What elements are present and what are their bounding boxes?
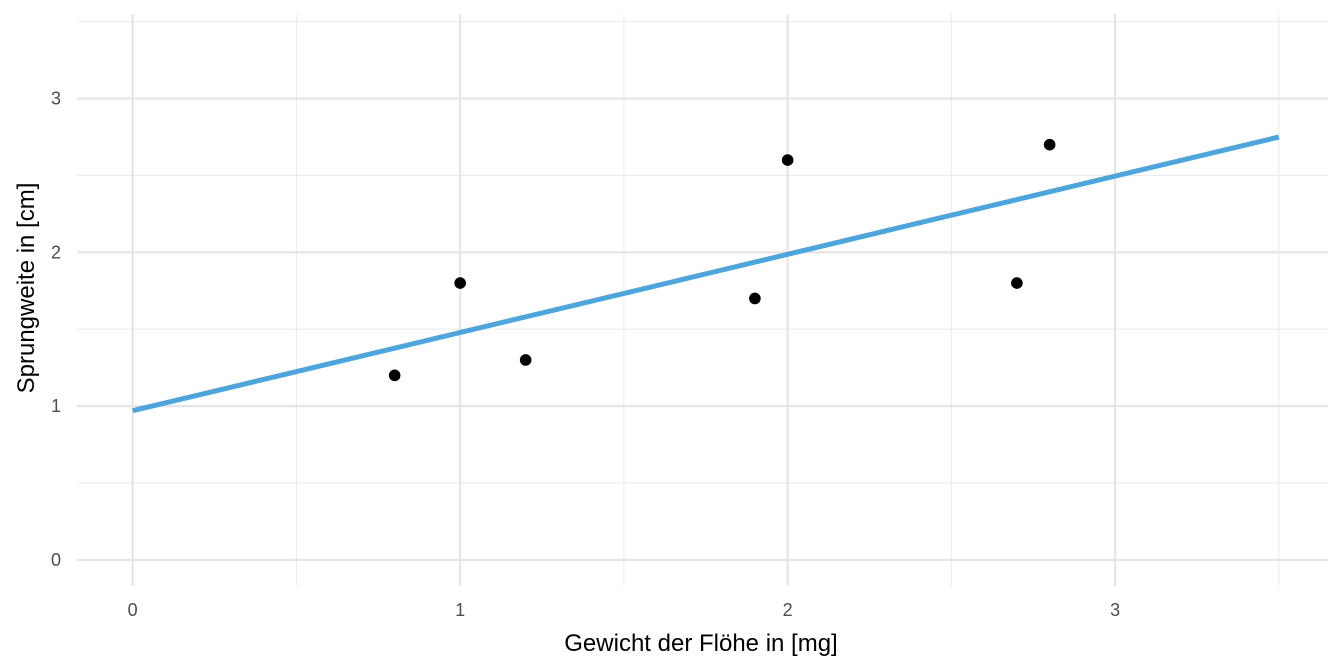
major-gridlines [77,14,1328,586]
x-axis-title: Gewicht der Flöhe in [mg] [564,630,837,657]
minor-gridlines [77,14,1328,586]
regression-line-layer [132,134,1280,414]
x-axis-tick-labels: 0 1 2 3 [128,600,1120,620]
y-axis-tick-labels: 0 1 2 3 [51,89,61,570]
data-point [1043,138,1056,151]
data-point [749,292,761,305]
y-axis-title: Sprungweite in [cm] [13,183,40,394]
y-tick-label: 0 [51,550,61,570]
x-tick-label: 2 [783,600,793,620]
y-tick-label: 1 [51,396,61,416]
data-points-layer [388,138,1056,382]
data-point [781,154,794,166]
x-tick-label: 1 [455,600,465,620]
y-tick-label: 2 [51,242,61,262]
data-point [388,369,401,382]
y-tick-label: 3 [51,89,61,109]
data-point [519,354,532,366]
data-point [1011,277,1023,289]
data-point [454,277,466,289]
x-tick-label: 0 [128,600,138,620]
x-tick-label: 3 [1110,600,1120,620]
regression-line [132,134,1280,414]
